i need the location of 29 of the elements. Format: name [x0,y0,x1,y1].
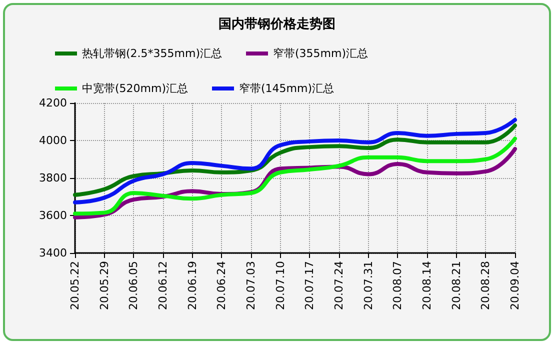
y-tick-label: 4000 [39,134,67,147]
x-tick-label: 20.07.03 [244,261,258,310]
legend-label: 中宽带(520mm)汇总 [82,82,188,95]
x-tick-label: 20.07.10 [274,261,287,310]
legend-label: 窄带(145mm)汇总 [239,82,334,95]
line-series [73,136,517,216]
legend-label: 热轧带钢(2.5*355mm)汇总 [82,47,222,60]
x-tick-label: 20.07.24 [332,261,346,310]
x-tick-label: 20.08.21 [450,261,463,310]
x-tick-label: 20.05.29 [98,261,111,310]
x-tick-label: 20.08.28 [479,261,492,310]
x-tick-label: 20.07.31 [362,261,375,310]
y-tick-label: 3600 [39,209,67,222]
x-tick-label: 20.06.24 [215,261,228,310]
y-tick-label: 3400 [39,246,67,260]
x-tick-label: 20.06.12 [156,261,170,310]
line-series [73,124,517,197]
x-tick-label: 20.05.22 [68,261,82,310]
x-tick-label: 20.06.19 [186,261,199,310]
line-series [73,118,517,204]
x-tick-label: 20.08.07 [391,261,404,310]
y-tick-label: 3800 [39,172,67,184]
x-tick-label: 20.07.17 [303,261,316,310]
x-tick-label: 20.06.05 [127,261,140,310]
chart-title: 国内带钢价格走势图 [218,16,336,32]
legend-label: 窄带(355mm)汇总 [273,47,368,60]
x-tick-label: 20.08.14 [420,261,434,310]
y-tick-label: 4200 [39,96,67,110]
x-tick-label: 20.09.04 [508,261,522,310]
